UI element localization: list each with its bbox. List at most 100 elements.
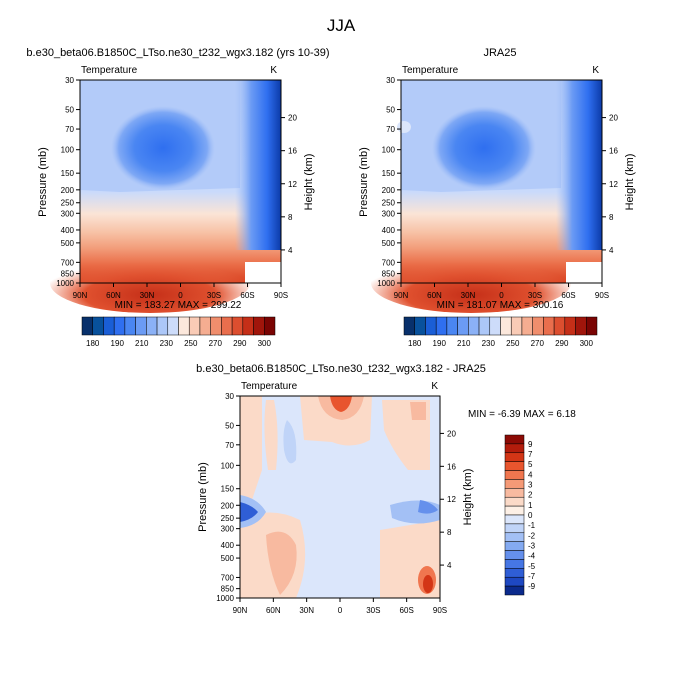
y2-tick-label: 8 — [447, 528, 452, 537]
colorbar-swatch — [504, 541, 525, 551]
y-tick-label: 850 — [61, 270, 75, 279]
colorbar-swatch — [510, 316, 523, 336]
y-tick-label: 850 — [221, 585, 235, 594]
y2-tick-label: 8 — [288, 213, 293, 222]
x-axis: 90N 60N 30N 0 30S 60S 90S — [233, 598, 447, 615]
colorbar-label: 230 — [160, 339, 174, 348]
y-tick-label: 150 — [221, 485, 235, 494]
x-tick-label: 0 — [338, 606, 343, 615]
colorbar-swatch — [253, 316, 265, 336]
colorbar-label: 180 — [86, 339, 100, 348]
colorbar-label: 3 — [528, 481, 533, 490]
colorbar-label: 5 — [528, 460, 533, 469]
y2-tick-label: 4 — [447, 561, 452, 570]
x-tick-label: 90S — [595, 291, 609, 300]
y-tick-label: 300 — [221, 525, 235, 534]
colorbar-label: 290 — [555, 339, 569, 348]
y-tick-label: 150 — [382, 169, 396, 178]
x-tick-label: 90S — [274, 291, 288, 300]
colorbar-label: 270 — [531, 339, 545, 348]
y-tick-label: 700 — [382, 258, 396, 267]
panel-subtitle-left: Temperature — [81, 65, 138, 76]
y-tick-label: 700 — [61, 258, 75, 267]
colorbar-swatch — [414, 316, 426, 336]
colorbar-swatch — [575, 316, 587, 336]
x-tick-label: 60S — [400, 606, 414, 615]
y-tick-label: 50 — [225, 421, 234, 430]
colorbar-swatch — [504, 576, 525, 587]
colorbar-label: 210 — [457, 339, 471, 348]
x-tick-label: 90N — [233, 606, 248, 615]
colorbar-swatch — [532, 316, 544, 336]
x-axis: 90N 60N 30N 0 30S 60S 90S — [394, 283, 609, 300]
y-tick-label: 100 — [221, 461, 235, 470]
colorbar-label: -1 — [528, 521, 536, 530]
stats-text: MIN = 181.07 MAX = 300.16 — [437, 300, 564, 311]
colorbar-label: 250 — [184, 339, 198, 348]
y-tick-label: 150 — [61, 169, 75, 178]
panel-model: b.e30_beta06.B1850C_LTso.ne30_t232_wgx3.… — [26, 47, 330, 313]
y2-axis: 4 8 12 16 20 — [281, 114, 297, 255]
x-tick-label: 90N — [394, 291, 409, 300]
y2-tick-label: 12 — [447, 495, 456, 504]
colorbar-label: 0 — [528, 511, 533, 520]
x-tick-label: 90S — [433, 606, 447, 615]
colorbar-swatch — [221, 316, 233, 336]
colorbar-label: 190 — [433, 339, 447, 348]
colorbar-label: -3 — [528, 541, 536, 550]
y-tick-label: 200 — [61, 186, 75, 195]
colorbar-swatch — [446, 316, 458, 336]
colorbar-label: -7 — [528, 572, 536, 581]
y-tick-label: 30 — [386, 76, 395, 85]
colorbar-swatch — [543, 316, 555, 336]
y-tick-label: 300 — [382, 209, 396, 218]
x-tick-label: 30N — [299, 606, 314, 615]
colorbar-label: 250 — [506, 339, 520, 348]
y-tick-label: 200 — [382, 186, 396, 195]
colorbar-label: 230 — [482, 339, 496, 348]
panel-reanalysis: JRA25 Temperature K 90N 60N 30N 0 30S 60S 90S … — [358, 47, 636, 313]
colorbar-label: 7 — [528, 450, 533, 459]
colorbar-swatch — [504, 550, 525, 560]
colorbar-swatch — [210, 316, 222, 336]
colorbar-label: 300 — [258, 339, 272, 348]
y-tick-label: 700 — [221, 573, 235, 582]
colorbar-swatch — [504, 523, 525, 534]
x-tick-label: 90N — [73, 291, 88, 300]
colorbar-swatch — [504, 496, 525, 507]
y-tick-label: 500 — [221, 554, 235, 563]
y-tick-label: 500 — [382, 239, 396, 248]
y2-tick-label: 8 — [609, 213, 614, 222]
x-tick-label: 60N — [427, 291, 442, 300]
colorbar-swatch — [504, 470, 525, 480]
colorbar-swatch — [521, 316, 533, 336]
panel-subtitle-right: K — [592, 65, 599, 76]
y-tick-label: 70 — [65, 125, 74, 134]
colorbar-label: -9 — [528, 582, 536, 591]
contour-field — [50, 80, 281, 313]
panel-subtitle-left: Temperature — [402, 65, 459, 76]
panel-title: b.e30_beta06.B1850C_LTso.ne30_t232_wgx3.… — [26, 47, 329, 59]
colorbar-swatch — [425, 316, 437, 336]
y2-tick-label: 4 — [609, 246, 614, 255]
colorbar-swatch — [586, 316, 598, 336]
y-axis-label: Pressure (mb) — [358, 147, 370, 217]
colorbar-swatch — [178, 316, 190, 336]
colorbar-swatch — [553, 316, 566, 336]
y-tick-label: 400 — [221, 541, 235, 550]
colorbar-swatch — [504, 514, 525, 525]
colorbar-label: 190 — [111, 339, 125, 348]
y-tick-label: 400 — [61, 226, 75, 235]
y2-tick-label: 4 — [288, 246, 293, 255]
colorbar-label: 2 — [528, 491, 533, 500]
colorbar-swatch — [504, 505, 525, 516]
colorbar-absolute-right: 180 190 210 230 250 270 290 300 — [403, 316, 598, 348]
colorbar-label: 300 — [580, 339, 594, 348]
y-tick-label: 300 — [61, 209, 75, 218]
y2-tick-label: 20 — [609, 114, 618, 123]
y2-axis: 4 8 12 16 20 — [602, 114, 618, 255]
